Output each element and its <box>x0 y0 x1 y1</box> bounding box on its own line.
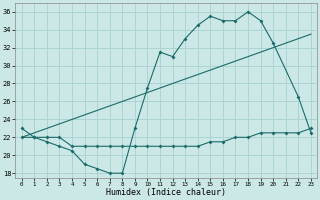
X-axis label: Humidex (Indice chaleur): Humidex (Indice chaleur) <box>106 188 226 197</box>
